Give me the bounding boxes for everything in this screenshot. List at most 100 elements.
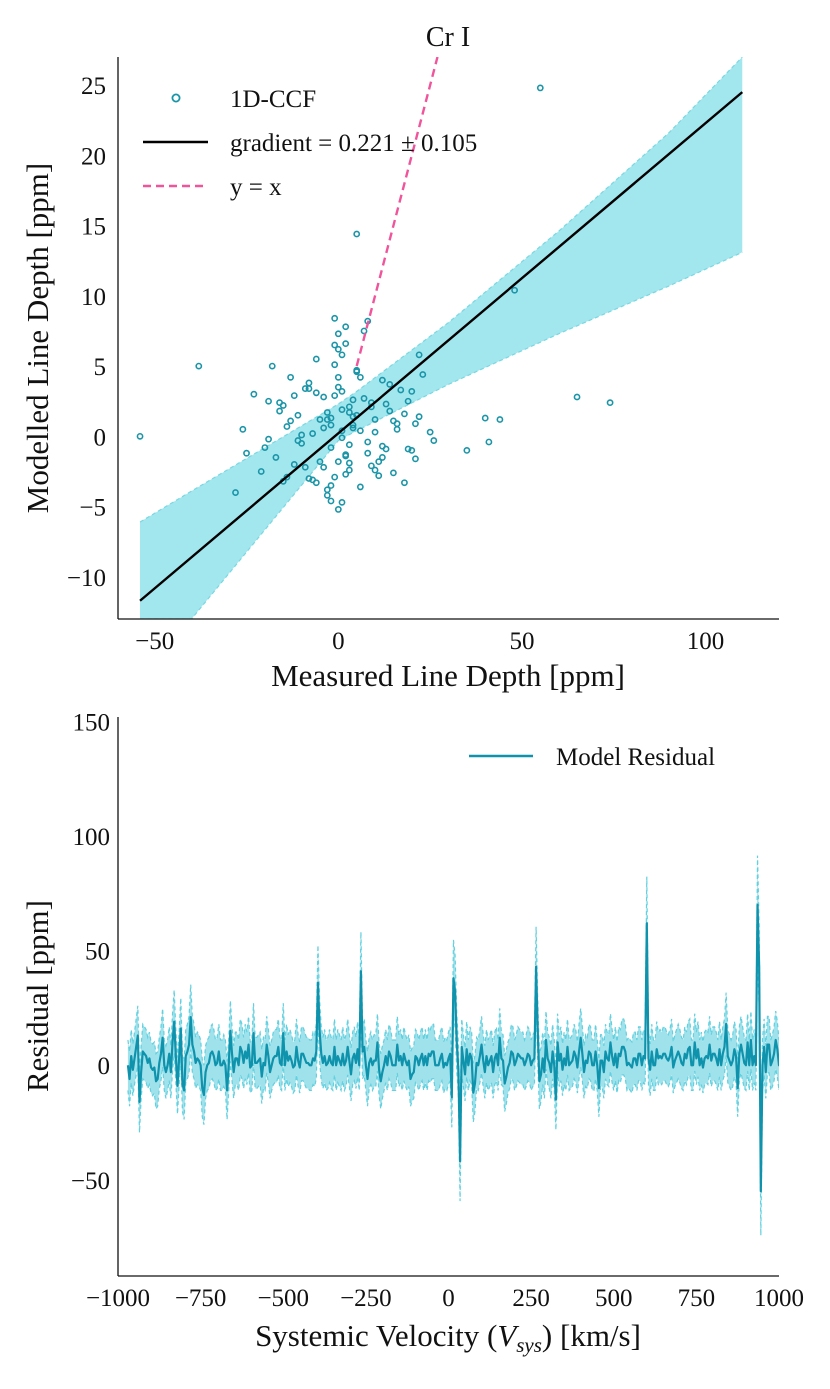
scatter-y-tick-label: −10 <box>67 565 106 592</box>
scatter-point <box>371 428 379 436</box>
scatter-point <box>364 449 372 457</box>
residual-x-tick-label: 250 <box>512 1285 550 1312</box>
scatter-point <box>334 383 342 391</box>
scatter-point <box>412 455 419 463</box>
scatter-point <box>338 427 346 435</box>
scatter-point <box>195 362 203 370</box>
scatter-point <box>323 409 331 416</box>
scatter-point <box>375 472 383 480</box>
scatter-point <box>511 286 518 294</box>
scatter-point <box>573 393 581 401</box>
scatter-point <box>331 392 339 400</box>
residual-x-tick-label: −1000 <box>86 1285 150 1312</box>
scatter-point <box>390 469 397 477</box>
scatter-point <box>386 407 394 415</box>
scatter-point <box>334 373 342 381</box>
scatter-point <box>338 387 346 395</box>
scatter-point <box>353 366 361 374</box>
residual-x-axis-label: Systemic Velocity (Vsys) [km/s] <box>255 1318 641 1357</box>
scatter-point <box>426 428 434 436</box>
scatter-point <box>364 438 372 446</box>
residual-y-tick-labels: −50 0 50 100 150 <box>71 710 110 1195</box>
residual-x-tick-label: 1000 <box>754 1285 804 1312</box>
scatter-point <box>415 351 423 359</box>
scatter-point <box>298 431 306 439</box>
legend-label-fit: gradient = 0.221 ± 0.105 <box>230 130 477 157</box>
scatter-y-tick-label: 0 <box>94 424 107 451</box>
scatter-point <box>378 454 386 461</box>
scatter-point <box>268 362 276 370</box>
residual-x-tick-label: −500 <box>257 1285 309 1312</box>
scatter-point <box>334 506 342 513</box>
scatter-point <box>345 466 353 474</box>
scatter-y-tick-label: 25 <box>81 73 106 100</box>
scatter-point <box>356 373 364 381</box>
scatter-y-tick-labels: −10 −5 0 5 10 15 20 25 <box>67 73 106 592</box>
residual-y-tick-label: −50 <box>71 1168 110 1195</box>
scatter-y-tick-label: 15 <box>81 214 106 241</box>
scatter-point <box>327 421 335 429</box>
scatter-point <box>342 340 350 348</box>
scatter-point <box>496 416 504 423</box>
scatter-point <box>283 473 291 481</box>
scatter-point <box>239 425 247 433</box>
scatter-x-axis-label: Measured Line Depth [ppm] <box>271 658 625 693</box>
scatter-point <box>360 395 368 402</box>
scatter-point <box>419 371 427 378</box>
residual-panel: −1000 −750 −500 −250 0 250 500 750 1000 −5005010… <box>20 710 804 1357</box>
scatter-point <box>327 482 335 489</box>
scatter-x-tick-labels: −50 0 50 100 <box>135 628 724 655</box>
scatter-point <box>305 475 313 482</box>
scatter-point <box>331 341 339 349</box>
scatter-point <box>408 387 416 395</box>
scatter-point <box>276 407 283 415</box>
scatter-point <box>265 397 272 405</box>
scatter-point <box>360 327 368 335</box>
scatter-point <box>404 397 412 405</box>
scatter-point <box>338 498 346 506</box>
scatter-point <box>290 461 298 468</box>
scatter-point <box>415 413 423 421</box>
scatter-y-tick-label: 5 <box>94 354 107 381</box>
fit-band-upper-edge <box>139 57 743 523</box>
residual-x-tick-label: −750 <box>175 1285 227 1312</box>
scatter-point <box>345 409 353 416</box>
scatter-point <box>265 435 272 443</box>
scatter-point <box>345 441 353 449</box>
scatter-point <box>338 434 346 442</box>
scatter-point <box>353 230 361 238</box>
scatter-y-tick-label: 10 <box>81 284 106 311</box>
scatter-point <box>283 423 291 430</box>
scatter-x-tick-label: 100 <box>687 628 725 655</box>
scatter-y-tick-label: −5 <box>79 495 106 522</box>
scatter-point <box>301 385 309 392</box>
scatter-point <box>312 355 320 363</box>
scatter-point <box>327 444 335 451</box>
scatter-point <box>287 417 294 425</box>
scatter-point <box>386 380 394 388</box>
legend-label-identity: y = x <box>230 174 282 201</box>
scatter-point <box>356 427 364 435</box>
scatter-point <box>349 424 357 432</box>
scatter-point <box>294 411 302 419</box>
scatter-point <box>320 424 328 432</box>
scatter-point <box>342 323 350 331</box>
scatter-point <box>349 396 357 404</box>
scatter-point <box>331 473 339 481</box>
scatter-point <box>463 446 471 454</box>
scatter-point <box>334 458 342 466</box>
scatter-point <box>290 392 298 400</box>
scatter-points <box>136 84 614 513</box>
residual-legend: Model Residual <box>469 744 715 771</box>
legend-marker-points <box>171 93 181 103</box>
scatter-point <box>401 410 408 418</box>
residual-x-tick-label: 0 <box>442 1285 455 1312</box>
scatter-point <box>375 458 383 466</box>
scatter-point <box>287 373 294 381</box>
scatter-point <box>272 454 280 461</box>
scatter-point <box>338 351 346 359</box>
residual-series-line <box>126 903 779 1193</box>
